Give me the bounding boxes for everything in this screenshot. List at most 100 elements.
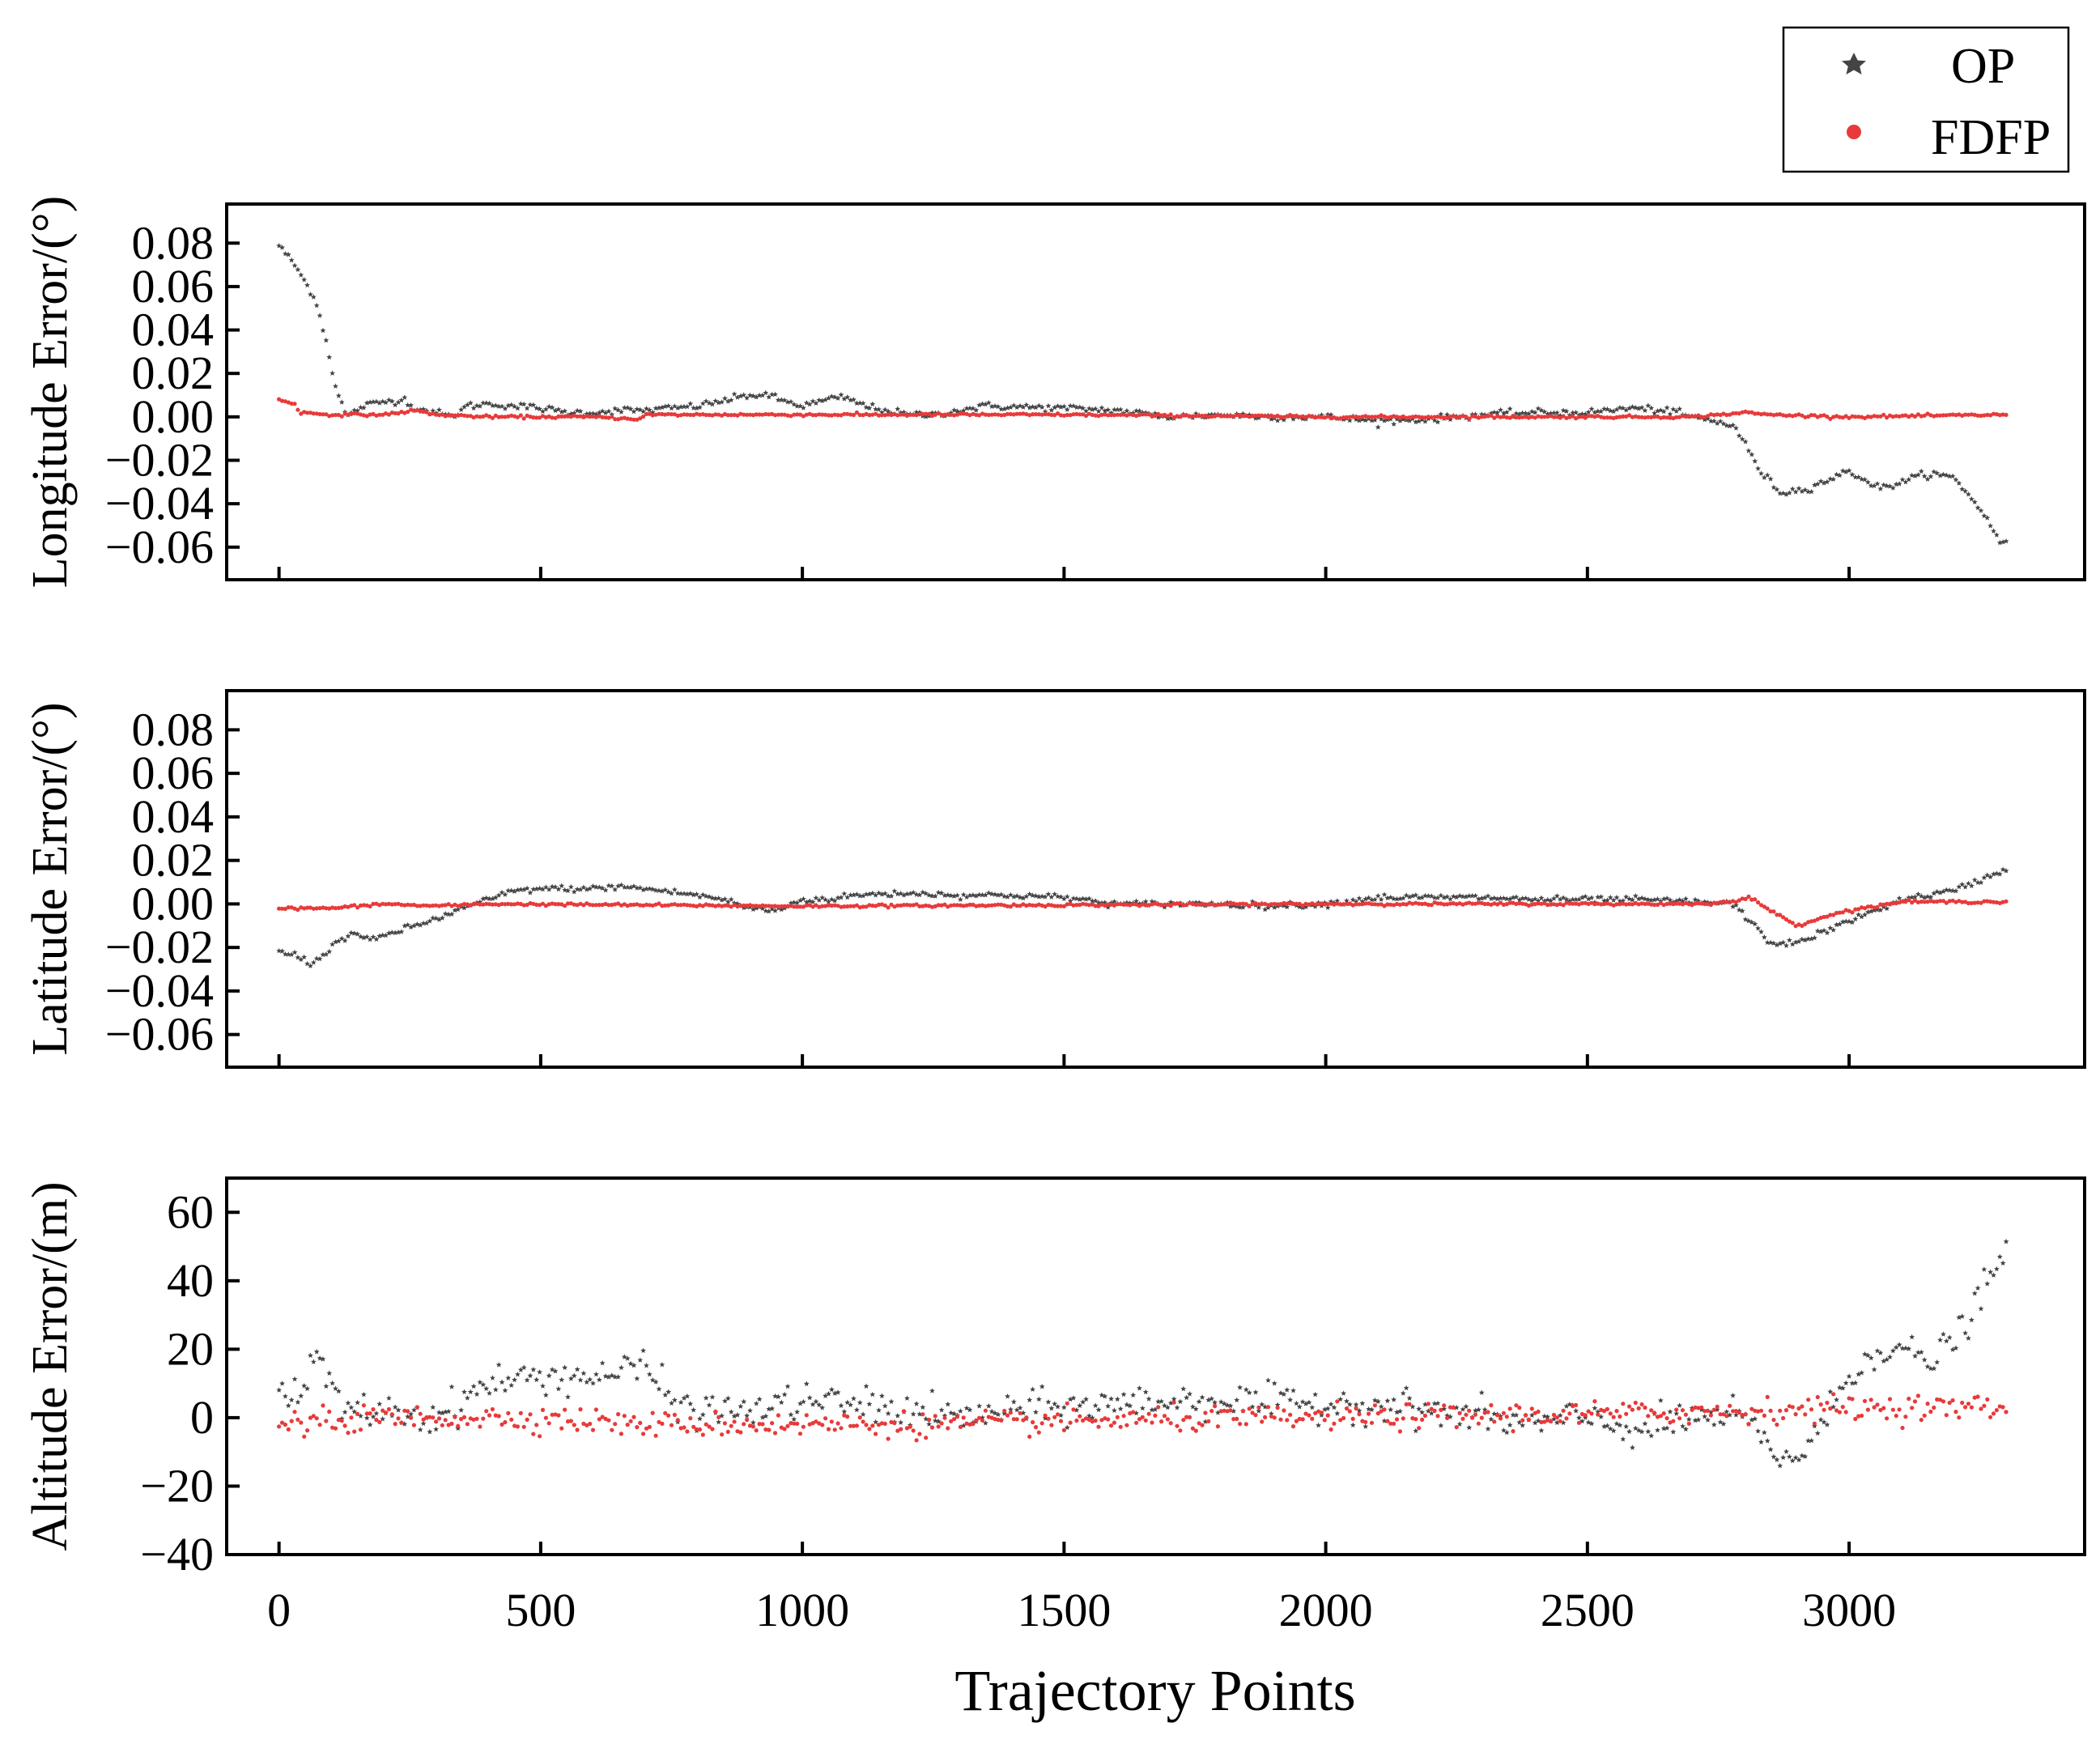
op-point <box>1817 478 1824 484</box>
fdfp-point <box>854 1423 859 1428</box>
fdfp-point <box>1571 414 1575 419</box>
fdfp-point <box>1439 1407 1443 1412</box>
op-point <box>1027 1397 1033 1402</box>
fdfp-point <box>578 414 583 419</box>
op-point <box>678 891 684 896</box>
op-point <box>1576 412 1582 418</box>
op-point <box>1328 1401 1334 1407</box>
op-point <box>619 409 624 415</box>
op-point <box>298 956 304 963</box>
fdfp-point <box>1290 1424 1296 1429</box>
fdfp-point <box>845 1415 850 1419</box>
fdfp-point <box>443 414 448 419</box>
op-point <box>1117 406 1124 412</box>
op-point <box>1727 423 1733 429</box>
op-point <box>361 934 367 941</box>
fdfp-point <box>1112 903 1116 908</box>
fdfp-point <box>1222 902 1226 907</box>
op-point <box>609 411 615 417</box>
fdfp-point <box>1756 411 1761 416</box>
fdfp-point <box>1039 903 1044 908</box>
fdfp-point <box>1435 1414 1440 1419</box>
fdfp-point <box>685 903 690 908</box>
op-point <box>995 1411 1001 1417</box>
op-point <box>433 1426 439 1432</box>
op-point <box>1978 1305 1984 1312</box>
fdfp-point <box>694 904 699 908</box>
op-point <box>1809 488 1814 495</box>
op-point <box>1852 1380 1859 1385</box>
op-point <box>1881 1358 1887 1363</box>
fdfp-point <box>1090 1419 1095 1424</box>
op-point <box>317 955 323 962</box>
fdfp-point <box>474 414 479 419</box>
fdfp-point <box>1649 902 1654 907</box>
op-point <box>439 915 445 921</box>
op-point <box>1331 1404 1337 1410</box>
fdfp-point <box>876 1423 882 1427</box>
fdfp-point <box>1247 904 1252 908</box>
op-point <box>329 370 335 376</box>
op-point <box>279 1381 285 1386</box>
op-point <box>1114 1396 1120 1402</box>
fdfp-point <box>1624 902 1629 907</box>
fdfp-point <box>411 1423 416 1427</box>
fdfp-point <box>1168 1421 1173 1426</box>
fdfp-point <box>1294 1419 1299 1423</box>
op-point <box>851 1395 857 1402</box>
fdfp-point <box>1711 900 1716 905</box>
op-point <box>1212 1399 1218 1406</box>
fdfp-point <box>949 903 954 908</box>
fdfp-point <box>1900 413 1905 418</box>
fdfp-point <box>694 411 699 416</box>
y-tick-label: 0.08 <box>132 216 215 269</box>
fdfp-point <box>521 1424 526 1429</box>
op-point <box>672 403 678 409</box>
op-point <box>1284 1387 1290 1393</box>
op-point <box>942 892 948 898</box>
fdfp-point <box>1674 1407 1679 1412</box>
op-point <box>1023 402 1030 408</box>
fdfp-point <box>1944 413 1949 418</box>
fdfp-point <box>1683 900 1688 905</box>
fdfp-point <box>820 904 825 908</box>
op-point <box>1077 896 1083 902</box>
op-point <box>1639 895 1645 900</box>
fdfp-point <box>1413 1417 1418 1422</box>
op-point <box>1824 479 1830 485</box>
op-point <box>813 895 819 900</box>
op-point <box>1752 921 1758 927</box>
fdfp-point <box>1554 415 1559 419</box>
op-point <box>1359 1400 1366 1406</box>
fdfp-point <box>1529 902 1534 907</box>
fdfp-point <box>1586 1409 1591 1414</box>
op-point <box>323 951 329 957</box>
fdfp-point <box>1922 413 1927 418</box>
fdfp-point <box>742 903 746 908</box>
op-point <box>565 1393 571 1400</box>
fdfp-point <box>377 1419 382 1424</box>
fdfp-point <box>1096 1424 1101 1429</box>
op-point <box>1020 895 1027 901</box>
op-point <box>891 888 898 894</box>
fdfp-point <box>754 412 759 417</box>
op-point <box>1039 893 1045 899</box>
fdfp-point <box>1159 1419 1164 1424</box>
fdfp-point <box>1108 412 1114 418</box>
op-point <box>1975 504 1981 511</box>
fdfp-point <box>1733 1409 1738 1414</box>
op-point <box>863 404 869 411</box>
op-point <box>1890 485 1896 491</box>
fdfp-point <box>1420 1417 1425 1422</box>
op-point <box>540 886 546 892</box>
fdfp-point <box>625 904 630 908</box>
op-point <box>998 891 1005 897</box>
op-point <box>1538 1427 1545 1433</box>
op-point <box>487 896 492 901</box>
op-point <box>1070 1395 1077 1401</box>
op-point <box>288 1397 295 1402</box>
fdfp-point <box>1646 901 1651 906</box>
fdfp-point <box>1263 1415 1268 1419</box>
fdfp-point <box>1925 1402 1930 1406</box>
op-point <box>584 1379 590 1385</box>
